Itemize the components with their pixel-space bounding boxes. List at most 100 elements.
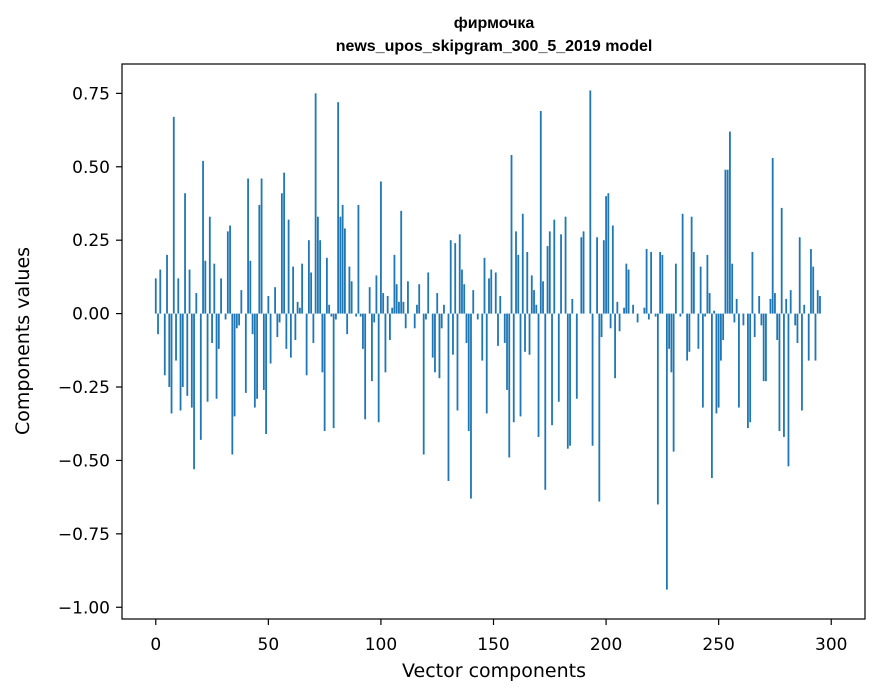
chart-title: фирмочка	[454, 15, 535, 32]
bar	[497, 313, 499, 346]
y-axis-label: Components values	[12, 247, 34, 435]
bar	[751, 251, 754, 314]
bar	[544, 313, 547, 490]
bar	[733, 313, 736, 323]
bar	[819, 295, 821, 314]
bar	[724, 169, 727, 314]
bar	[265, 313, 267, 434]
bar	[404, 313, 407, 329]
bar	[546, 246, 549, 314]
bar	[798, 237, 801, 314]
bar	[260, 178, 263, 314]
bar	[656, 313, 659, 505]
y-tick-label: 0.25	[72, 231, 110, 251]
bar	[321, 313, 324, 373]
bar	[310, 272, 313, 314]
bar	[276, 313, 279, 338]
bar	[607, 193, 610, 314]
bar	[517, 254, 520, 314]
bar	[461, 269, 463, 314]
bars-group	[154, 90, 821, 590]
bar	[400, 210, 403, 314]
x-axis: 0 50 100 150 200 250 300	[150, 619, 847, 655]
bar	[812, 266, 815, 314]
bar	[785, 298, 788, 314]
bar	[760, 313, 763, 326]
bar	[665, 313, 668, 590]
bar	[168, 313, 171, 388]
bar	[780, 207, 783, 314]
bar	[747, 313, 749, 429]
bar	[542, 281, 544, 314]
bar	[267, 295, 270, 314]
y-tick-label: 0.50	[72, 158, 110, 178]
bar	[434, 313, 436, 373]
bar	[569, 313, 571, 446]
bar	[157, 313, 159, 335]
bar	[447, 313, 450, 481]
bar	[697, 313, 700, 349]
bar	[810, 249, 812, 314]
y-tick-label: −0.25	[58, 378, 110, 398]
bar	[801, 313, 803, 411]
bar	[213, 263, 216, 314]
bar	[476, 313, 479, 320]
bar	[645, 249, 648, 314]
bar	[537, 313, 540, 437]
bar	[231, 313, 234, 455]
bar	[431, 313, 434, 358]
bar	[316, 216, 319, 314]
bar	[355, 313, 358, 317]
bar	[494, 272, 497, 314]
bar	[566, 313, 569, 449]
bar	[530, 275, 533, 314]
bar	[184, 193, 186, 314]
bar	[609, 313, 612, 329]
bar	[704, 313, 707, 317]
x-tick-label: 250	[702, 635, 734, 655]
bar	[416, 304, 418, 314]
bar	[659, 251, 662, 314]
bar	[729, 131, 731, 314]
bar	[803, 304, 806, 314]
bar	[384, 313, 387, 373]
bar	[251, 313, 254, 335]
bar	[519, 313, 522, 417]
bar	[217, 313, 220, 349]
bar	[269, 313, 272, 364]
bar	[738, 313, 740, 408]
bar	[179, 313, 182, 411]
bar	[177, 278, 180, 314]
bar	[238, 313, 240, 326]
bar	[226, 231, 229, 314]
x-axis-label: Vector components	[402, 660, 586, 682]
bar	[796, 313, 799, 343]
bar	[386, 295, 389, 314]
bar	[375, 275, 378, 314]
bar	[589, 90, 592, 314]
bar	[334, 313, 337, 320]
bar	[339, 216, 342, 314]
bar	[195, 293, 198, 314]
bar	[307, 240, 310, 314]
bar	[472, 290, 475, 314]
bar	[463, 284, 466, 314]
bar	[548, 231, 551, 314]
bar	[618, 313, 621, 332]
bar	[787, 313, 790, 467]
bar	[215, 313, 218, 399]
bar	[632, 304, 634, 314]
bar	[166, 254, 168, 314]
bar	[670, 313, 673, 373]
x-tick-label: 50	[258, 635, 280, 655]
bar	[283, 172, 286, 314]
y-tick-label: −0.75	[58, 525, 110, 545]
bar	[539, 110, 542, 314]
bar	[616, 301, 619, 314]
bar	[688, 313, 691, 352]
bar	[783, 313, 785, 437]
bar	[292, 266, 295, 314]
bar	[440, 313, 443, 329]
bar	[510, 155, 513, 314]
